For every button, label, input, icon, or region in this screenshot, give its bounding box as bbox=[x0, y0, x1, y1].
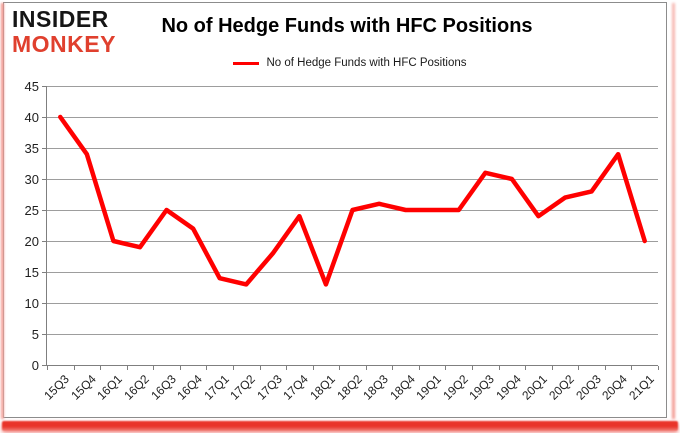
x-axis-tick bbox=[153, 366, 155, 370]
x-axis-tick bbox=[312, 366, 314, 370]
x-axis-tick bbox=[392, 366, 394, 370]
x-axis-tick bbox=[551, 366, 553, 370]
x-axis-tick bbox=[498, 366, 500, 370]
y-tick-label: 45 bbox=[24, 79, 39, 94]
logo-line2: MONKEY bbox=[12, 31, 116, 57]
y-tick-label: 20 bbox=[24, 234, 39, 249]
y-axis-line bbox=[46, 86, 47, 365]
legend-label: No of Hedge Funds with HFC Positions bbox=[266, 57, 467, 69]
x-axis-tick bbox=[259, 366, 261, 370]
y-tick-label: 15 bbox=[24, 265, 39, 280]
y-axis-tick bbox=[42, 86, 47, 87]
x-axis-tick bbox=[339, 366, 341, 370]
y-axis-tick bbox=[42, 117, 47, 118]
y-gridline bbox=[47, 179, 658, 180]
x-axis-tick bbox=[232, 366, 234, 370]
y-gridline bbox=[47, 210, 658, 211]
y-gridline bbox=[47, 272, 658, 273]
x-axis-tick bbox=[418, 366, 420, 370]
x-axis-tick bbox=[179, 366, 181, 370]
x-axis-tick bbox=[73, 366, 75, 370]
y-tick-label: 25 bbox=[24, 203, 39, 218]
y-axis-tick bbox=[42, 303, 47, 304]
x-axis-tick bbox=[604, 366, 606, 370]
x-axis-tick bbox=[658, 366, 659, 370]
x-axis-tick bbox=[286, 366, 288, 370]
logo-line1: INSIDER bbox=[12, 6, 109, 32]
left-pink-edge bbox=[1, 3, 4, 419]
x-axis-tick bbox=[472, 366, 474, 370]
insider-monkey-logo: INSIDER MONKEY bbox=[12, 7, 116, 57]
y-tick-label: 35 bbox=[24, 141, 39, 156]
y-tick-label: 0 bbox=[31, 358, 39, 373]
y-tick-label: 40 bbox=[24, 110, 39, 125]
x-axis-tick bbox=[631, 366, 633, 370]
x-axis-tick bbox=[47, 366, 48, 370]
y-axis-tick bbox=[42, 334, 47, 335]
y-axis-tick bbox=[42, 241, 47, 242]
x-axis-tick bbox=[445, 366, 447, 370]
chart-title: No of Hedge Funds with HFC Positions bbox=[161, 15, 533, 37]
legend: No of Hedge Funds with HFC Positions bbox=[20, 57, 680, 69]
y-axis-tick bbox=[42, 148, 47, 149]
x-axis-tick bbox=[206, 366, 208, 370]
x-axis-tick bbox=[100, 366, 102, 370]
x-axis-tick bbox=[578, 366, 580, 370]
y-axis-tick bbox=[42, 365, 47, 366]
y-gridline bbox=[47, 303, 658, 304]
x-axis-tick bbox=[365, 366, 367, 370]
bottom-red-bar bbox=[2, 421, 678, 431]
legend-line-swatch bbox=[233, 61, 260, 65]
y-gridline bbox=[47, 241, 658, 242]
y-tick-label: 30 bbox=[24, 172, 39, 187]
y-gridline bbox=[47, 334, 658, 335]
x-axis-tick bbox=[525, 366, 527, 370]
y-tick-label: 10 bbox=[24, 296, 39, 311]
x-axis-line bbox=[46, 365, 658, 366]
y-gridline bbox=[47, 86, 658, 87]
right-pink-edge bbox=[672, 3, 675, 419]
y-axis-tick bbox=[42, 272, 47, 273]
x-axis-tick bbox=[126, 366, 128, 370]
y-tick-label: 5 bbox=[31, 327, 39, 342]
y-gridline bbox=[47, 117, 658, 118]
y-axis-tick bbox=[42, 210, 47, 211]
y-axis-tick bbox=[42, 179, 47, 180]
y-gridline bbox=[47, 148, 658, 149]
